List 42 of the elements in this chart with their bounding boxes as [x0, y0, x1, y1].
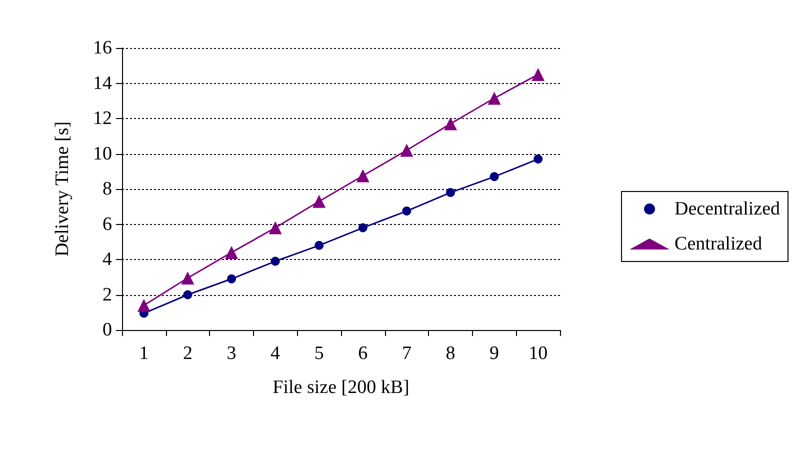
point	[356, 169, 370, 182]
y-tick-label: 2	[102, 284, 112, 306]
y-tick-label: 14	[93, 72, 112, 94]
x-tick-label: 10	[528, 343, 548, 364]
point	[402, 206, 412, 216]
y-tick-label: 10	[93, 143, 112, 164]
y-tick-label: 8	[102, 178, 112, 200]
y-tick-label: 0	[102, 320, 112, 340]
x-tick-label: 9	[490, 343, 500, 364]
point	[183, 290, 192, 300]
point	[268, 221, 282, 234]
point	[227, 274, 236, 284]
y-axis-title: Delivery Time [s]	[52, 121, 73, 257]
legend-label: Centralized	[674, 234, 763, 254]
x-tick-label: 1	[139, 343, 149, 364]
x-axis-title: File size [200 kB]	[272, 377, 410, 398]
x-tick-label: 5	[314, 343, 324, 364]
y-tick-label: 6	[102, 214, 112, 235]
x-tick-label: 6	[358, 343, 368, 364]
y-tick-label: 16	[93, 38, 112, 58]
x-tick-label: 4	[270, 343, 281, 364]
legend-label: Decentralized	[674, 198, 780, 220]
x-tick-label: 3	[226, 343, 236, 364]
x-tick-label: 7	[402, 343, 412, 364]
point	[270, 256, 280, 266]
point	[490, 172, 499, 182]
point	[534, 154, 543, 164]
point	[181, 272, 194, 285]
point	[314, 240, 324, 250]
point	[312, 194, 326, 208]
y-tick-label: 4	[102, 249, 112, 270]
point	[488, 92, 501, 105]
point	[225, 246, 238, 259]
point	[137, 298, 150, 312]
point	[444, 117, 457, 130]
y-tick-label: 12	[93, 108, 112, 129]
point	[358, 223, 368, 232]
point	[446, 188, 455, 198]
x-tick-label: 2	[182, 343, 192, 364]
point	[400, 144, 414, 157]
point	[532, 68, 545, 81]
x-tick-label: 8	[446, 343, 456, 364]
